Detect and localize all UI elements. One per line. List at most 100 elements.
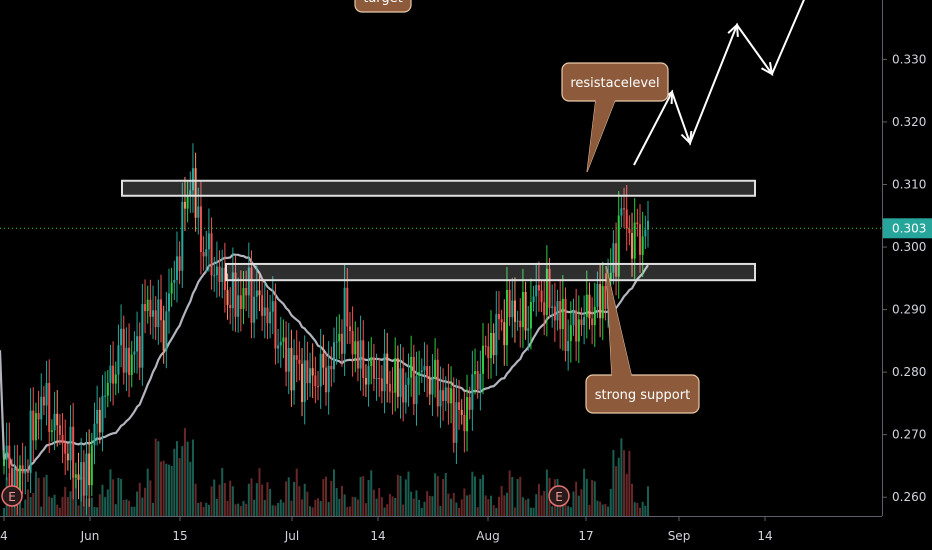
volume-bar <box>348 506 351 516</box>
candle-body <box>138 336 141 368</box>
volume-bar <box>293 481 296 516</box>
volume-bar <box>66 496 69 516</box>
candle-body <box>633 222 636 259</box>
volume-bar <box>631 483 634 516</box>
volume-bar <box>314 499 317 516</box>
volume-bar <box>165 463 168 516</box>
volume-bar <box>197 502 200 516</box>
zones-layer <box>121 179 756 282</box>
candle-body <box>404 384 407 403</box>
candle-body <box>42 396 45 406</box>
candle-body <box>141 304 144 368</box>
candle-body <box>8 445 11 469</box>
volume-bar <box>64 487 67 516</box>
volume-bar <box>24 499 27 516</box>
x-tick-label: Jul <box>284 529 299 543</box>
target-callout[interactable]: target <box>354 0 412 13</box>
volume-bar <box>402 504 405 516</box>
volume-bar <box>207 504 210 516</box>
volume-bar <box>330 480 333 516</box>
candle-body <box>436 359 439 407</box>
candle-body <box>104 395 107 397</box>
candle-body <box>285 337 288 372</box>
volume-bar <box>56 504 59 516</box>
volume-bar <box>245 503 248 516</box>
candle-body <box>527 328 530 331</box>
candle-body <box>330 365 333 370</box>
candle-body <box>575 310 578 342</box>
volume-bar <box>412 498 415 516</box>
volume-bar <box>647 486 649 516</box>
candle-body <box>210 233 213 276</box>
volume-bar <box>636 502 639 516</box>
candle-body <box>223 267 226 291</box>
candle-body <box>503 322 506 346</box>
volume-bar <box>186 441 189 516</box>
volume-bar <box>604 503 607 516</box>
support-zone[interactable] <box>225 262 756 282</box>
volume-bar <box>620 438 623 516</box>
candle-body <box>66 453 69 461</box>
volume-bar <box>585 478 588 516</box>
volume-bar <box>88 498 91 516</box>
earnings-marker-label: E <box>555 490 563 504</box>
candle-body <box>553 306 556 321</box>
volume-bar <box>285 481 288 516</box>
volume-bar <box>122 499 125 516</box>
volume-bar <box>567 506 570 516</box>
volume-bar <box>218 484 221 516</box>
volume-bar <box>641 501 644 516</box>
volume-bar <box>128 500 131 516</box>
candle-body <box>556 301 559 321</box>
candle-body <box>583 316 586 326</box>
volume-bar <box>543 490 546 516</box>
candle-body <box>537 285 540 291</box>
candle-body <box>396 358 399 397</box>
candle-body <box>178 256 181 271</box>
volume-bar <box>231 486 234 516</box>
resistance-zone[interactable] <box>121 179 756 197</box>
resistance-callout[interactable]: resistacelevel <box>561 62 669 173</box>
volume-bar <box>468 494 471 516</box>
candle-body <box>564 298 567 352</box>
volume-bar <box>362 476 365 516</box>
candle-body <box>317 386 320 388</box>
support-callout[interactable]: strong support <box>585 265 700 414</box>
candle-body <box>255 290 258 297</box>
earnings-marker[interactable]: E <box>1 485 23 507</box>
volume-bar <box>282 502 285 516</box>
volume-bar <box>418 499 421 516</box>
candle-body <box>277 345 280 349</box>
volume-bar <box>263 500 266 516</box>
volume-bar <box>306 491 309 516</box>
candle-body <box>434 359 437 378</box>
volume-bar <box>96 507 99 516</box>
volume-bar <box>290 500 293 516</box>
volume-bar <box>58 507 61 516</box>
volume-bar <box>40 506 43 516</box>
volume-bar <box>591 479 594 516</box>
volume-bar <box>229 480 232 516</box>
candle-body <box>37 413 40 420</box>
candle-body <box>162 320 165 351</box>
volume-bar <box>388 493 391 516</box>
volume-bar <box>322 479 325 516</box>
volume-bar <box>261 484 264 516</box>
volume-bar <box>210 486 213 516</box>
volume-bar <box>436 476 439 516</box>
x-tick-label: 14 <box>757 529 772 543</box>
earnings-marker[interactable]: E <box>548 485 570 507</box>
volume-bar <box>516 478 519 516</box>
candle-body <box>609 272 612 280</box>
candle-body <box>585 294 588 317</box>
volume-bar <box>162 460 165 516</box>
candle-body <box>186 195 189 209</box>
candle-body <box>476 371 479 390</box>
projection-path[interactable] <box>633 0 806 166</box>
y-tick-label: 0.260 <box>892 490 926 504</box>
candle-body <box>511 300 514 318</box>
volume-bar <box>503 495 506 516</box>
volume-bar <box>354 497 357 516</box>
candle-body <box>261 295 264 316</box>
